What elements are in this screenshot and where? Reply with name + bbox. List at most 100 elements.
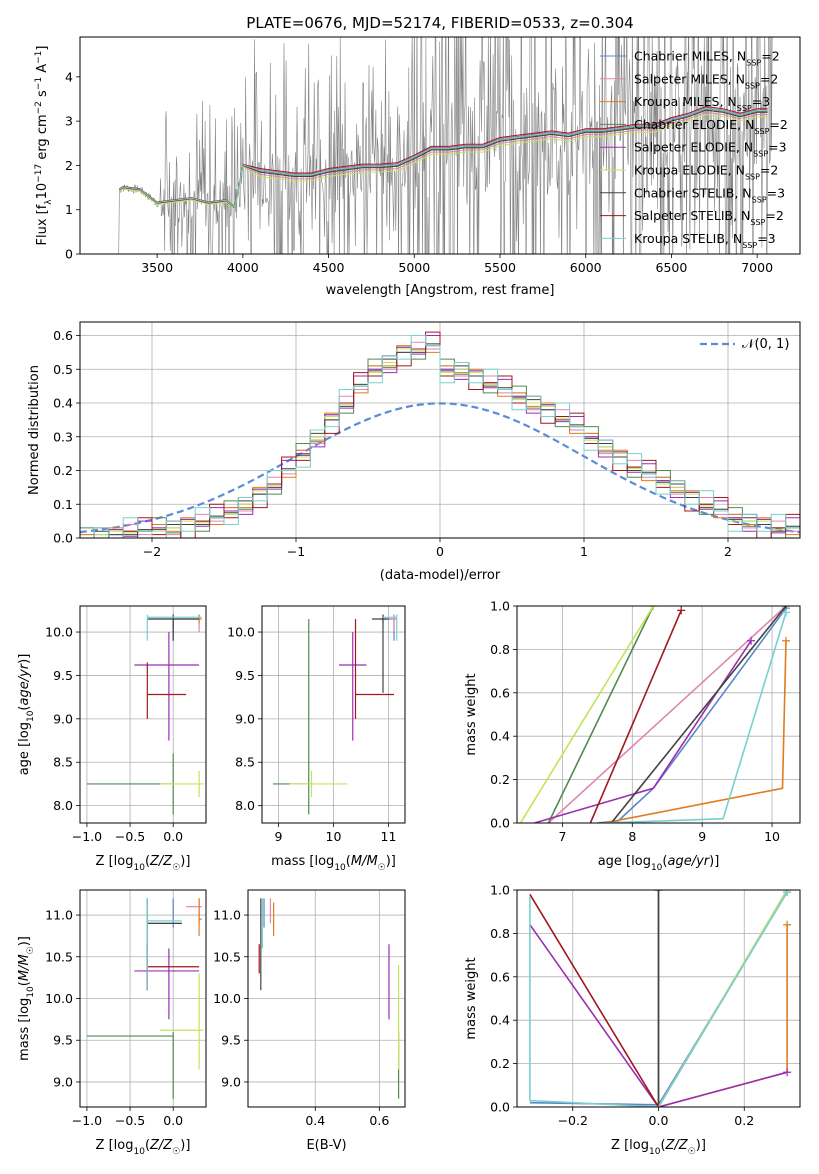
point-marker xyxy=(782,608,791,617)
x-tick-label: −0.2 xyxy=(558,1113,588,1128)
y-tick-label: 8.0 xyxy=(235,798,255,813)
y-tick-label: 0 xyxy=(65,247,73,262)
x-tick-label: 3500 xyxy=(141,260,173,275)
y-tick-label: 1.0 xyxy=(490,599,510,614)
residual-histogram xyxy=(80,335,800,538)
x-tick-label: −1 xyxy=(287,544,305,559)
y-tick-label: 10.0 xyxy=(45,625,73,640)
x-axis-label: wavelength [Angstrom, rest frame] xyxy=(326,283,555,298)
point-marker xyxy=(783,1068,792,1077)
y-tick-label: 0.5 xyxy=(53,362,73,377)
y-tick-label: 10.0 xyxy=(213,991,241,1006)
legend-label: Chabrier STELIB, NSSP=3 xyxy=(634,185,785,204)
y-tick-label: 9.5 xyxy=(53,1033,73,1048)
y-tick-label: 10.5 xyxy=(45,949,73,964)
x-axis-label: age [log10(age/yr)] xyxy=(598,854,720,873)
x-tick-label: 0.6 xyxy=(369,1113,389,1128)
y-tick-label: 0.0 xyxy=(490,1100,510,1115)
point-marker xyxy=(654,890,663,894)
cumulative-weight-line xyxy=(604,612,787,823)
y-tick-label: 8.5 xyxy=(235,755,255,770)
y-axis-label: Flux [fλ10−17 erg cm−2 s−1 A−1] xyxy=(34,46,54,246)
y-tick-label: 0.4 xyxy=(53,396,73,411)
y-tick-label: 0.3 xyxy=(53,429,73,444)
y-tick-label: 3 xyxy=(65,114,73,129)
x-tick-label: 0.0 xyxy=(163,829,183,844)
y-tick-label: 0.8 xyxy=(490,642,510,657)
x-tick-label: 10 xyxy=(326,829,342,844)
y-tick-label: 10.5 xyxy=(213,949,241,964)
plot-area xyxy=(86,614,204,815)
panel-spectrum: 3500 4000 4500 5000 5500 6000 6500 7000 0 1 2 3 4 wav… xyxy=(34,36,801,298)
x-tick-label: 9 xyxy=(275,829,283,844)
x-tick-label: −2 xyxy=(143,544,161,559)
axes-frame xyxy=(516,605,801,824)
y-tick-label: 9.0 xyxy=(53,711,73,726)
axes-frame xyxy=(261,605,406,824)
y-tick-label: 8.5 xyxy=(53,755,73,770)
x-tick-label: 7 xyxy=(558,829,566,844)
plot-area xyxy=(519,606,791,823)
panel-mass-vs-Z: −1.0 −0.5 0.0 9.0 9.5 10.0 10.5 11.0 Z [log10(Z/… xyxy=(17,889,207,1157)
cumulative-weight-line xyxy=(658,924,788,1107)
x-tick-label: 7000 xyxy=(741,260,773,275)
y-axis-label: mass weight xyxy=(464,673,479,755)
point-marker xyxy=(654,1103,663,1107)
x-tick-label: 0 xyxy=(436,544,444,559)
legend-label: Chabrier MILES, NSSP=2 xyxy=(634,49,780,68)
axes-frame xyxy=(79,605,207,824)
x-tick-label: 6000 xyxy=(570,260,602,275)
cumulative-weight-line xyxy=(519,606,654,823)
point-marker xyxy=(649,606,658,610)
x-tick-label: 0.0 xyxy=(649,1113,669,1128)
y-tick-label: 9.0 xyxy=(221,1074,241,1089)
y-tick-label: 9.5 xyxy=(235,668,255,683)
y-tick-label: 0.1 xyxy=(53,497,73,512)
x-tick-label: 0.4 xyxy=(305,1113,325,1128)
y-tick-label: 0.6 xyxy=(490,685,510,700)
x-tick-label: 5500 xyxy=(484,260,516,275)
y-tick-label: 0.2 xyxy=(490,1056,510,1071)
y-tick-label: 0.8 xyxy=(490,926,510,941)
cumulative-weight-line xyxy=(597,640,787,823)
y-tick-label: 11.0 xyxy=(213,908,241,923)
y-tick-label: 0.0 xyxy=(490,816,510,831)
legend-label: Kroupa STELIB, NSSP=3 xyxy=(634,231,776,250)
plot-area xyxy=(273,614,398,815)
axes-frame xyxy=(79,321,801,539)
panel-age-vs-Z: −1.0 −0.5 0.0 8.0 8.5 9.0 9.5 10.0 Z [log10(Z/Z☉… xyxy=(17,605,207,873)
cumulative-weight-line xyxy=(589,609,682,823)
y-axis-label: mass weight xyxy=(464,957,479,1039)
legend-label: 𝒩(0, 1) xyxy=(742,337,789,352)
cumulative-weight-line xyxy=(610,606,787,823)
x-tick-label: 8 xyxy=(628,829,636,844)
y-tick-label: 2 xyxy=(65,158,73,173)
y-tick-label: 10.0 xyxy=(227,625,255,640)
x-tick-label: 0.0 xyxy=(163,1113,183,1128)
y-tick-label: 0.6 xyxy=(53,328,73,343)
x-axis-label: E(B-V) xyxy=(306,1138,346,1153)
cumulative-weight-line xyxy=(529,891,788,1107)
cumulative-weight-line xyxy=(529,924,788,1107)
model-spectrum-line xyxy=(119,109,768,209)
y-tick-label: 0.0 xyxy=(53,531,73,546)
legend-label: Kroupa MILES, NSSP=3 xyxy=(634,94,770,113)
x-tick-label: 10 xyxy=(764,829,780,844)
cumulative-weight-line xyxy=(547,606,655,823)
y-tick-label: 0.4 xyxy=(490,1013,510,1028)
x-axis-label: (data-model)/error xyxy=(380,568,501,583)
y-tick-label: 4 xyxy=(65,69,73,84)
plot-area xyxy=(258,898,400,1099)
x-tick-label: 4000 xyxy=(227,260,259,275)
x-tick-label: 0.2 xyxy=(734,1113,754,1128)
plot-area xyxy=(88,37,773,254)
legend-label: Chabrier ELODIE, NSSP=2 xyxy=(634,117,788,136)
y-tick-label: 0.2 xyxy=(490,772,510,787)
point-marker xyxy=(677,606,686,615)
model-spectrum-line xyxy=(119,111,768,210)
panel-mass-weight-vs-age: 7 8 9 10 0.0 0.2 0.4 0.6 0.8 1.0 age [log10(age/yr… xyxy=(464,599,801,873)
model-spectrum-line xyxy=(119,113,768,210)
x-tick-label: 5000 xyxy=(398,260,430,275)
